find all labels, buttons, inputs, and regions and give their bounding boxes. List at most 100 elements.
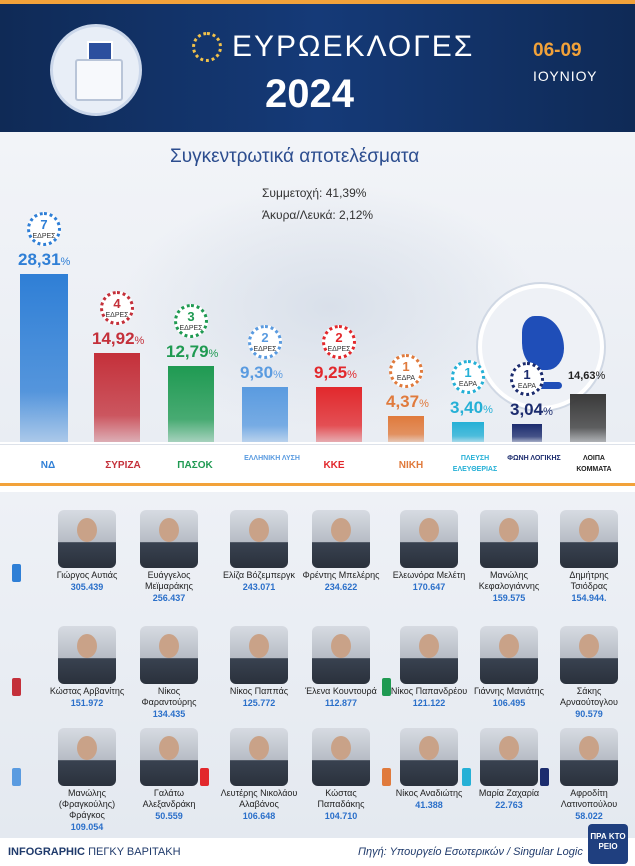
party-color-marker: [12, 678, 21, 696]
value-text: 3,40: [450, 397, 484, 417]
candidate-card: Γαλάτω Αλεξανδράκη 50.559: [130, 728, 208, 821]
candidate-photo: [140, 728, 198, 786]
candidate-votes: 106.648: [242, 811, 276, 821]
bar-value-label-8: 3,04%: [510, 400, 553, 420]
seats-count: 2: [261, 329, 269, 345]
bar-value-label-4: 9,30%: [240, 363, 283, 383]
candidate-photo: [560, 728, 618, 786]
percent-sign: %: [273, 368, 283, 381]
party-logo-5: ΚΚΕ: [323, 460, 345, 471]
candidate-card: Αφροδίτη Λατινοπούλου 58.022: [550, 728, 628, 821]
candidate-photo: [312, 626, 370, 684]
candidate-name: Δημήτρης Τσιόδρας: [569, 570, 609, 591]
candidate-name: Κώστας Παπαδάκης: [317, 788, 365, 809]
bar-2: [94, 353, 140, 442]
credit-name: ΠΕΓΚΥ ΒΑΡΙΤΑΚΗ: [88, 846, 181, 858]
party-logo-9: ΛΟΙΠΑ ΚΟΜΜΑΤΑ: [576, 455, 612, 473]
party-logos-row: ΝΔ ΣΥΡΙΖΑ ΠΑΣΟΚ ΕΛΛΗΝΙΚΗ ΛΥΣΗ ΚΚΕ ΝΙΚΗ ΠΛΕΥΣΗ …: [0, 444, 635, 486]
candidate-name: Μανώλης (Φραγκούλης) Φράγκος: [58, 788, 116, 820]
party-logo-4: ΕΛΛΗΝΙΚΗ ΛΥΣΗ: [244, 455, 300, 462]
percent-sign: %: [483, 403, 493, 416]
crete: [528, 382, 562, 389]
header: ΕΥΡΩΕΚΛΟΓΕΣ 2024 06-09 ΙΟΥΝΙΟΥ: [0, 0, 635, 132]
percent-sign: %: [60, 256, 71, 269]
seats-badge-3: 3 ΕΔΡΕΣ: [174, 304, 208, 339]
seats-label: ΕΔΡΕΣ: [32, 233, 56, 241]
bar-value-label-3: 12,79%: [166, 342, 218, 362]
party-color-marker: [462, 768, 471, 786]
party-color-marker: [540, 768, 549, 786]
candidate-votes: 134.435: [152, 709, 186, 719]
party-logo-7: ΠΛΕΥΣΗ ΕΛΕΥΘΕΡΙΑΣ: [452, 455, 498, 473]
candidate-name: Σάκης Αρναούτογλου: [560, 686, 618, 707]
candidate-votes: 50.559: [155, 811, 183, 821]
candidate-votes: 41.388: [415, 800, 443, 810]
seats-label: ΕΔΡΕΣ: [105, 312, 129, 320]
candidate-name: Νίκος Φαραντούρης: [141, 686, 197, 707]
candidate-name: Κώστας Αρβανίτης: [49, 686, 125, 696]
percent-sign: %: [419, 398, 429, 411]
candidate-name: Ευάγγελος Μεϊμαράκης: [144, 570, 194, 591]
bar-value-label-5: 9,25%: [314, 363, 357, 383]
party-logo-6: ΝΙΚΗ: [398, 460, 424, 471]
candidate-photo: [560, 626, 618, 684]
candidate-photo: [58, 510, 116, 568]
candidate-card: Δημήτρης Τσιόδρας 154.944.: [550, 510, 628, 603]
candidate-card: Γιάννης Μανιάτης 106.495: [470, 626, 548, 708]
party-logo-8: ΦΩΝΗ ΛΟΓΙΚΗΣ: [507, 455, 561, 462]
seats-count: 3: [187, 309, 195, 325]
seats-count: 1: [523, 366, 531, 382]
percent-sign: %: [208, 348, 219, 361]
candidate-card: Σάκης Αρναούτογλου 90.579: [550, 626, 628, 719]
value-text: 14,63: [568, 370, 596, 383]
candidate-card: Γιώργος Αυτιάς 305.439: [48, 510, 126, 592]
bar-7: [452, 421, 484, 442]
candidate-votes: 104.710: [324, 811, 358, 821]
seats-label: ΕΔΡΑ: [458, 380, 478, 388]
party-logo-1: ΝΔ: [40, 460, 56, 471]
seats-count: 7: [40, 217, 48, 233]
seats-label: ΕΔΡΑ: [396, 375, 416, 383]
candidate-votes: 58.022: [575, 811, 603, 821]
party-color-marker: [382, 768, 391, 786]
candidate-card: Ελίζα Βόζεμπεργκ 243.071: [220, 510, 298, 592]
ballot-box: [75, 59, 123, 101]
seats-badge-1: 7 ΕΔΡΕΣ: [27, 212, 61, 247]
candidate-votes: 154.944.: [571, 593, 607, 603]
seats-count: 1: [464, 364, 472, 380]
candidate-photo: [480, 626, 538, 684]
candidate-name: Γιώργος Αυτιάς: [56, 570, 118, 580]
candidate-name: Μαρία Ζαχαρία: [478, 788, 540, 798]
candidate-name: Γιάννης Μανιάτης: [474, 686, 544, 696]
candidate-name: Νίκος Παπανδρέου: [390, 686, 468, 696]
candidate-photo: [400, 728, 458, 786]
candidate-votes: 106.495: [492, 698, 526, 708]
candidate-card: Νίκος Παπανδρέου 121.122: [390, 626, 468, 708]
value-text: 14,92: [92, 329, 135, 349]
seats-label: ΕΔΡΑ: [517, 382, 537, 390]
candidate-votes: 90.579: [575, 709, 603, 719]
participation-rate: Συμμετοχή: 41,39%: [262, 186, 367, 200]
candidate-name: Αφροδίτη Λατινοπούλου: [560, 788, 618, 809]
percent-sign: %: [543, 405, 553, 418]
eu-stars-icon: [192, 32, 222, 62]
bar-value-label-9: 14,63%: [568, 370, 605, 382]
candidate-name: Νίκος Αναδιώτης: [395, 788, 463, 798]
candidate-card: Νίκος Φαραντούρης 134.435: [130, 626, 208, 719]
date-month: ΙΟΥΝΙΟΥ: [533, 68, 598, 84]
invalid-blank-rate: Άκυρα/Λευκά: 2,12%: [262, 208, 374, 222]
bar-3: [168, 366, 214, 442]
bar-value-label-2: 14,92%: [92, 329, 144, 349]
value-text: 4,37: [386, 392, 420, 412]
candidate-votes: 125.772: [242, 698, 276, 708]
seats-badge-4: 2 ΕΔΡΕΣ: [248, 324, 282, 359]
candidate-photo: [400, 510, 458, 568]
party-logo-2: ΣΥΡΙΖΑ: [105, 460, 141, 471]
date-range: 06-09: [533, 40, 582, 61]
value-text: 9,25: [314, 363, 348, 383]
candidate-card: Έλενα Κουντουρά 112.877: [302, 626, 380, 708]
candidate-votes: 151.972: [70, 698, 104, 708]
candidate-votes: 121.122: [412, 698, 446, 708]
candidate-photo: [312, 510, 370, 568]
credit-label: INFOGRAPHIC: [8, 846, 85, 858]
